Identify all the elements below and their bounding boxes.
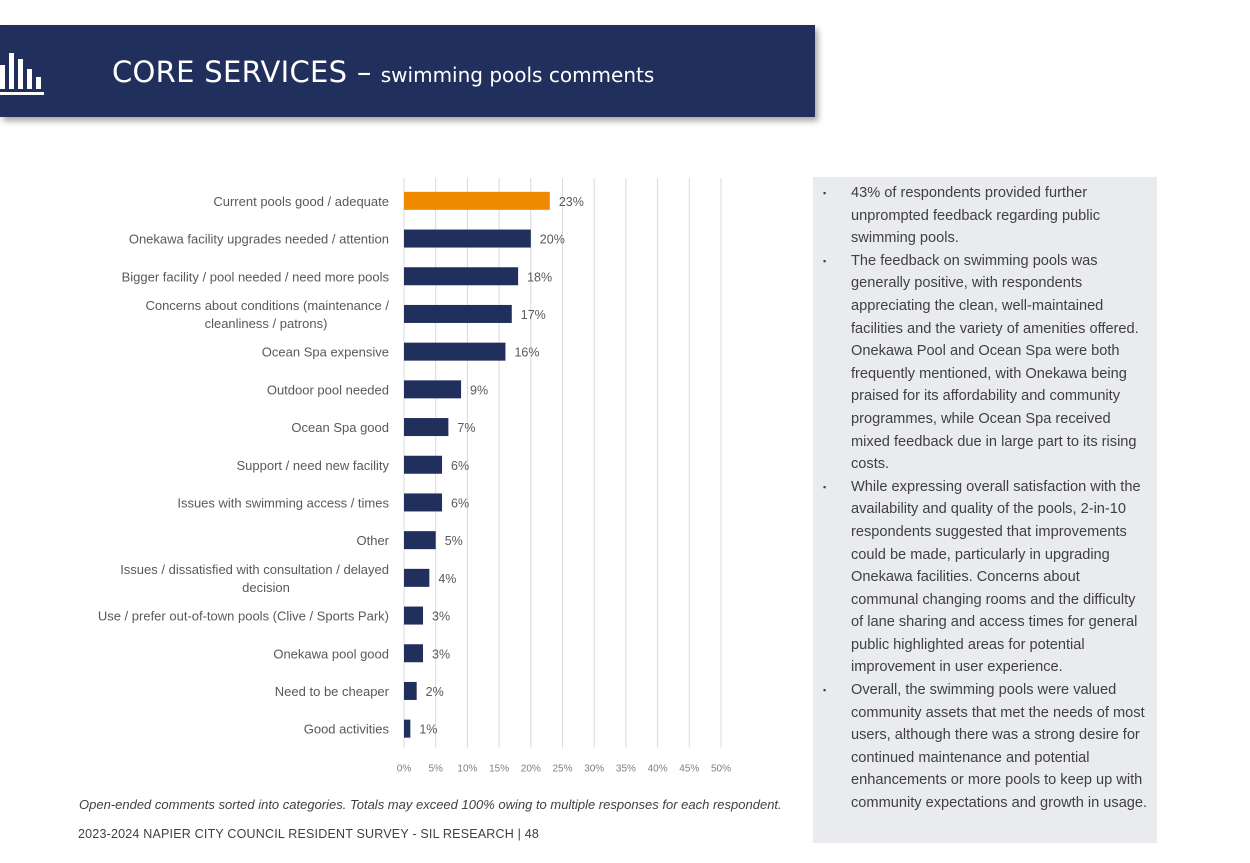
bar xyxy=(404,418,449,437)
data-label: 18% xyxy=(527,270,552,284)
x-tick-label: 0% xyxy=(397,764,412,775)
category-label: Good activities xyxy=(304,722,390,737)
bullet-text: While expressing overall satisfaction wi… xyxy=(851,478,1141,676)
category-label-line: Issues with swimming access / times xyxy=(177,495,389,510)
category-label-line: Onekawa facility upgrades needed / atten… xyxy=(129,232,389,247)
x-tick-label: 50% xyxy=(711,764,731,775)
data-label: 3% xyxy=(432,610,450,624)
category-label: Other xyxy=(356,533,389,548)
data-label: 16% xyxy=(514,346,539,360)
bullet-marker: ▪ xyxy=(823,188,827,198)
commentary-list: ▪ 43% of respondents provided further unp… xyxy=(813,177,1157,815)
category-label-line: Bigger facility / pool needed / need mor… xyxy=(122,269,390,284)
category-label-line: Good activities xyxy=(304,722,390,737)
commentary-bullet: ▪ While expressing overall satisfaction w… xyxy=(823,476,1149,679)
bullet-marker: ▪ xyxy=(823,255,827,266)
x-tick-label: 30% xyxy=(584,764,604,775)
category-label-line: Other xyxy=(356,533,389,548)
category-label: Support / need new facility xyxy=(237,458,390,473)
bar xyxy=(404,267,519,286)
x-tick-label: 35% xyxy=(616,764,636,775)
commentary-bullet: ▪ Overall, the swimming pools were valued… xyxy=(823,679,1149,815)
bullet-text: 43% of respondents provided further unpr… xyxy=(851,185,1101,247)
x-tick-label: 45% xyxy=(679,764,699,775)
category-label: Issues with swimming access / times xyxy=(177,495,389,510)
category-label: Ocean Spa good xyxy=(291,420,389,435)
data-label: 2% xyxy=(426,685,444,699)
category-label-line: Current pools good / adequate xyxy=(213,194,389,209)
data-label: 17% xyxy=(521,308,546,322)
bar xyxy=(404,304,512,323)
data-label: 7% xyxy=(457,421,475,435)
bar xyxy=(404,681,417,700)
category-label: Need to be cheaper xyxy=(275,684,390,699)
bar xyxy=(404,493,443,512)
data-label: 6% xyxy=(451,459,469,473)
data-label: 20% xyxy=(540,233,565,247)
x-tick-label: 5% xyxy=(428,764,443,775)
bar xyxy=(404,229,531,248)
bullet-text: Overall, the swimming pools were valued … xyxy=(851,682,1148,812)
bar xyxy=(404,606,424,625)
category-label-line: Use / prefer out-of-town pools (Clive / … xyxy=(98,609,389,624)
commentary-panel: ▪ 43% of respondents provided further unp… xyxy=(813,177,1157,843)
category-label-line: Concerns about conditions (maintenance / xyxy=(145,298,389,313)
bar xyxy=(404,455,443,474)
bar xyxy=(404,531,436,550)
header-banner: CORE SERVICES – swimming pools comments xyxy=(0,25,815,117)
category-label-line: Need to be cheaper xyxy=(275,684,390,699)
category-label-line: Issues / dissatisfied with consultation … xyxy=(120,562,389,577)
category-label: Bigger facility / pool needed / need mor… xyxy=(122,269,390,284)
page-title: CORE SERVICES – swimming pools comments xyxy=(112,55,654,89)
data-label: 9% xyxy=(470,383,488,397)
x-tick-label: 40% xyxy=(648,764,668,775)
bullet-marker: ▪ xyxy=(823,685,827,696)
category-label: Onekawa facility upgrades needed / atten… xyxy=(129,232,389,247)
data-label: 3% xyxy=(432,647,450,661)
page-footer: 2023-2024 NAPIER CITY COUNCIL RESIDENT S… xyxy=(78,827,540,841)
data-label: 1% xyxy=(419,723,437,737)
data-label: 23% xyxy=(559,195,584,209)
category-label: Outdoor pool needed xyxy=(267,382,389,397)
chart-footnote: Open-ended comments sorted into categori… xyxy=(79,797,782,812)
bar xyxy=(404,568,430,587)
bullet-marker: ▪ xyxy=(823,481,827,492)
category-label: Onekawa pool good xyxy=(273,646,389,661)
bar xyxy=(404,380,462,399)
x-tick-label: 15% xyxy=(489,764,509,775)
title-sub: swimming pools comments xyxy=(380,63,655,87)
bar xyxy=(404,342,506,361)
x-tick-label: 10% xyxy=(457,764,477,775)
x-tick-label: 20% xyxy=(521,764,541,775)
data-label: 6% xyxy=(451,496,469,510)
category-label-line: decision xyxy=(242,580,290,595)
commentary-bullet: ▪ The feedback on swimming pools was gene… xyxy=(823,250,1149,476)
category-label: Concerns about conditions (maintenance /… xyxy=(145,298,389,331)
x-tick-label: 25% xyxy=(552,764,572,775)
category-label-line: cleanliness / patrons) xyxy=(205,316,328,331)
bar xyxy=(404,191,550,210)
category-label: Ocean Spa expensive xyxy=(262,345,389,360)
bullet-text: The feedback on swimming pools was gener… xyxy=(851,252,1139,473)
bar xyxy=(404,644,424,663)
title-main: CORE SERVICES – xyxy=(112,55,372,89)
category-label-line: Outdoor pool needed xyxy=(267,382,389,397)
category-label-line: Onekawa pool good xyxy=(273,646,389,661)
category-label-line: Ocean Spa expensive xyxy=(262,345,389,360)
category-label-line: Ocean Spa good xyxy=(291,420,389,435)
bar-chart: 0% 5% 10% 15% 20% 25% 30% 35% 40% 45% 50% 23% Curren… xyxy=(98,178,731,775)
bar xyxy=(404,719,411,738)
category-label: Current pools good / adequate xyxy=(213,194,389,209)
category-label: Issues / dissatisfied with consultation … xyxy=(120,562,389,595)
data-label: 4% xyxy=(438,572,456,586)
category-label-line: Support / need new facility xyxy=(237,458,390,473)
commentary-bullet: ▪ 43% of respondents provided further unp… xyxy=(823,182,1149,250)
category-label: Use / prefer out-of-town pools (Clive / … xyxy=(98,609,389,624)
data-label: 5% xyxy=(445,534,463,548)
bar-chart-icon xyxy=(0,53,44,95)
